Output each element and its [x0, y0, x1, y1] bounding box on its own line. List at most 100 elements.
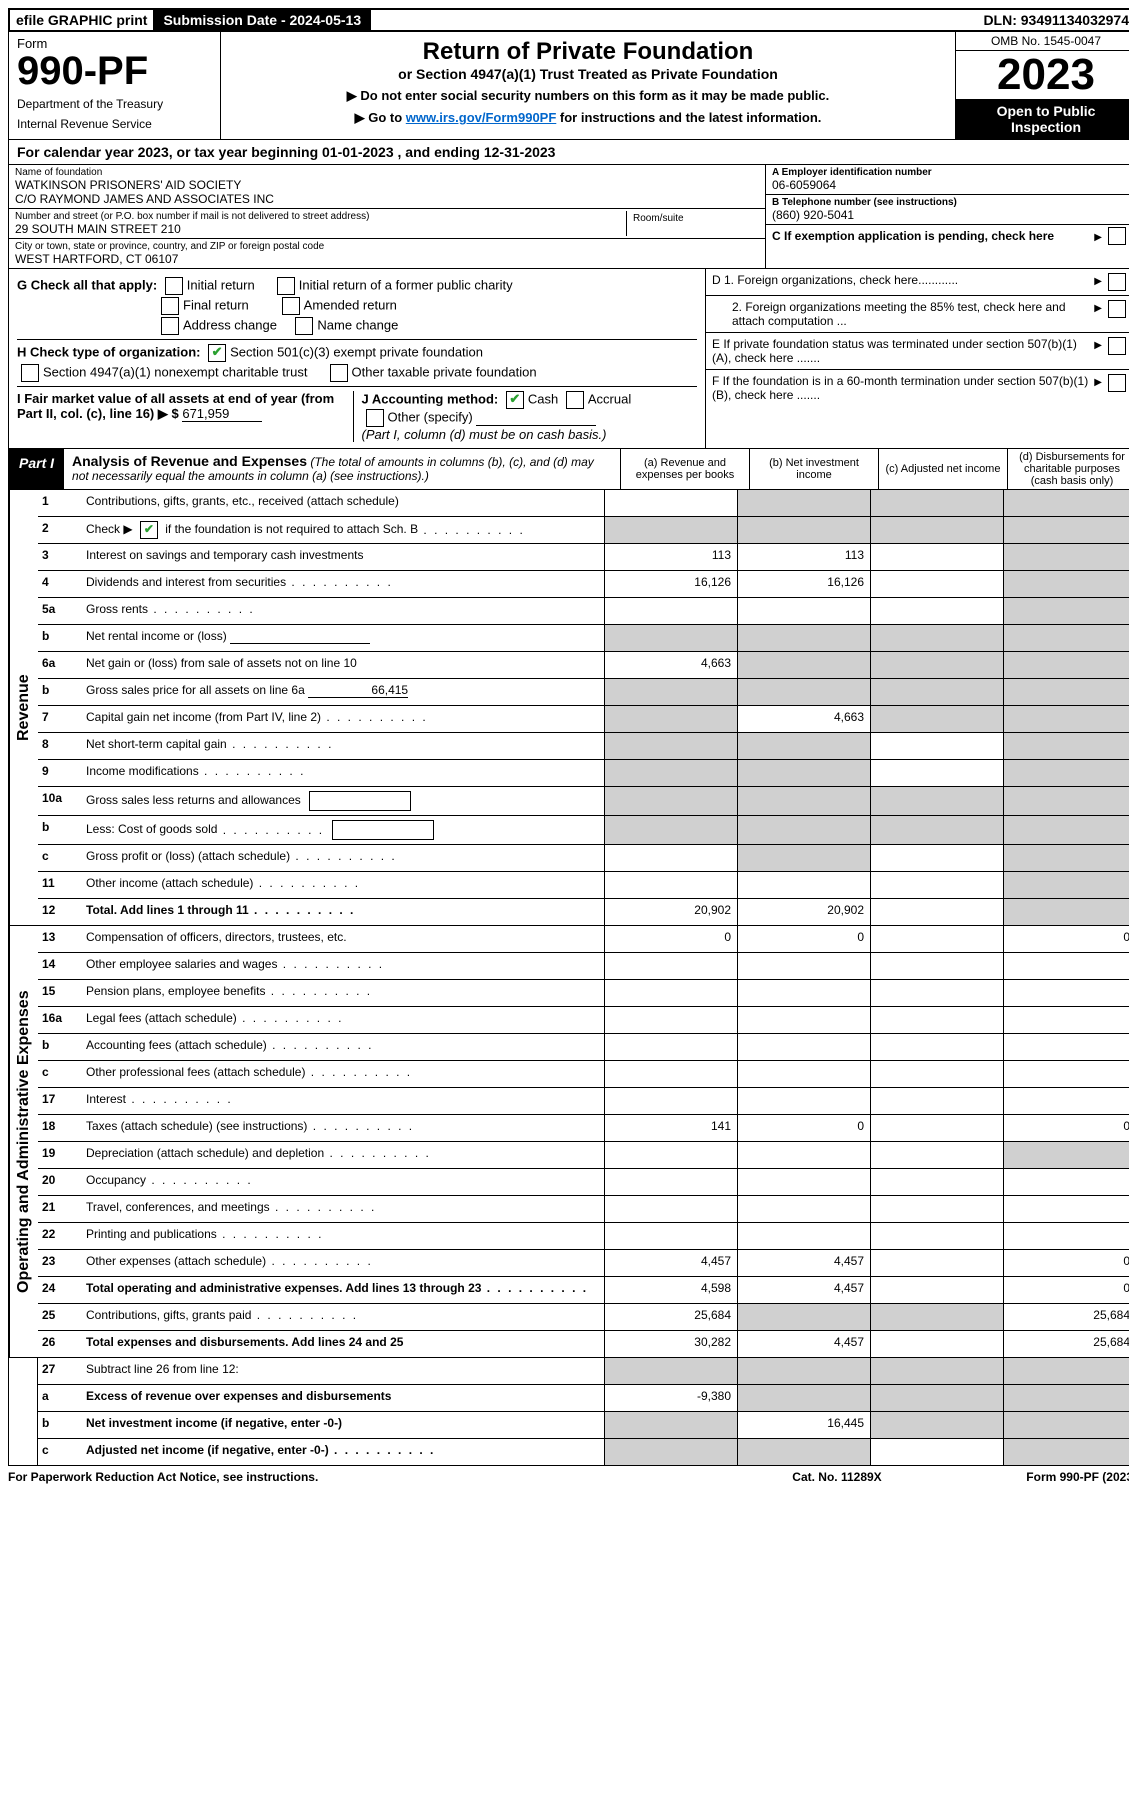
table-row: 12Total. Add lines 1 through 1120,90220,…: [38, 898, 1129, 925]
phone-value: (860) 920-5041: [772, 208, 1129, 222]
blank-side: [9, 1358, 38, 1465]
header-left: Form 990-PF Department of the Treasury I…: [9, 32, 221, 139]
foundation-name-1: WATKINSON PRISONERS' AID SOCIETY: [15, 178, 759, 192]
col-c-header: (c) Adjusted net income: [878, 449, 1007, 489]
fmv-value: 671,959: [182, 406, 262, 422]
final-return-checkbox[interactable]: [161, 297, 179, 315]
city-value: WEST HARTFORD, CT 06107: [15, 252, 759, 266]
cash-checkbox[interactable]: [506, 391, 524, 409]
table-row: bGross sales price for all assets on lin…: [38, 678, 1129, 705]
other-taxable-checkbox[interactable]: [330, 364, 348, 382]
g6: Name change: [317, 318, 398, 333]
table-row: 19Depreciation (attach schedule) and dep…: [38, 1141, 1129, 1168]
identity-block: Name of foundation WATKINSON PRISONERS' …: [8, 165, 1129, 269]
room-suite-label: Room/suite: [627, 211, 759, 236]
d2-checkbox[interactable]: [1108, 300, 1126, 318]
table-row: 24Total operating and administrative exp…: [38, 1276, 1129, 1303]
amended-return-checkbox[interactable]: [282, 297, 300, 315]
initial-former-checkbox[interactable]: [277, 277, 295, 295]
open-inspection: Open to Public Inspection: [956, 99, 1129, 139]
h1: Section 501(c)(3) exempt private foundat…: [230, 345, 483, 360]
d1-checkbox[interactable]: [1108, 273, 1126, 291]
col-d-header: (d) Disbursements for charitable purpose…: [1007, 449, 1129, 489]
g1: Initial return: [187, 278, 255, 293]
top-bar: efile GRAPHIC print Submission Date - 20…: [8, 8, 1129, 32]
j-label: J Accounting method:: [362, 392, 499, 407]
table-row: bNet rental income or (loss): [38, 624, 1129, 651]
table-row: 25Contributions, gifts, grants paid25,68…: [38, 1303, 1129, 1330]
col-b-header: (b) Net investment income: [749, 449, 878, 489]
table-row: 6aNet gain or (loss) from sale of assets…: [38, 651, 1129, 678]
e-label: E If private foundation status was termi…: [712, 337, 1092, 365]
table-row: 9Income modifications: [38, 759, 1129, 786]
other-method-checkbox[interactable]: [366, 409, 384, 427]
g3: Final return: [183, 298, 249, 313]
pending-checkbox[interactable]: [1108, 227, 1126, 245]
f-label: F If the foundation is in a 60-month ter…: [712, 374, 1092, 402]
accrual-checkbox[interactable]: [566, 391, 584, 409]
part1-header: Part I Analysis of Revenue and Expenses …: [8, 449, 1129, 490]
g2: Initial return of a former public charit…: [299, 278, 513, 293]
f-checkbox[interactable]: [1108, 374, 1126, 392]
pending-label: C If exemption application is pending, c…: [772, 229, 1092, 243]
city-label: City or town, state or province, country…: [15, 241, 759, 252]
e-checkbox[interactable]: [1108, 337, 1126, 355]
street-value: 29 SOUTH MAIN STREET 210: [15, 222, 626, 236]
table-row: 20Occupancy: [38, 1168, 1129, 1195]
page-footer: For Paperwork Reduction Act Notice, see …: [8, 1470, 1129, 1484]
line27-section: 27Subtract line 26 from line 12: aExcess…: [8, 1358, 1129, 1466]
schb-checkbox[interactable]: [140, 521, 158, 539]
revenue-section: Revenue 1Contributions, gifts, grants, e…: [8, 490, 1129, 926]
street-label: Number and street (or P.O. box number if…: [15, 211, 626, 222]
table-row: 15Pension plans, employee benefits: [38, 979, 1129, 1006]
table-row: 2Check ▶ if the foundation is not requir…: [38, 516, 1129, 543]
phone-label: B Telephone number (see instructions): [772, 197, 1129, 208]
table-row: 23Other expenses (attach schedule)4,4574…: [38, 1249, 1129, 1276]
table-row: bNet investment income (if negative, ent…: [38, 1411, 1129, 1438]
table-row: cOther professional fees (attach schedul…: [38, 1060, 1129, 1087]
table-row: 5aGross rents: [38, 597, 1129, 624]
irs-label: Internal Revenue Service: [17, 117, 212, 131]
j1: Cash: [528, 392, 558, 407]
form-header: Form 990-PF Department of the Treasury I…: [8, 32, 1129, 140]
dept-label: Department of the Treasury: [17, 97, 212, 111]
h-label: H Check type of organization:: [17, 345, 200, 360]
header-right: OMB No. 1545-0047 2023 Open to Public In…: [955, 32, 1129, 139]
submission-date: Submission Date - 2024-05-13: [153, 10, 371, 30]
footer-formref: Form 990-PF (2023): [937, 1470, 1129, 1484]
note-ssn: ▶ Do not enter social security numbers o…: [231, 88, 945, 104]
revenue-side-label: Revenue: [9, 490, 38, 925]
table-row: 26Total expenses and disbursements. Add …: [38, 1330, 1129, 1357]
header-center: Return of Private Foundation or Section …: [221, 32, 955, 139]
table-row: 4Dividends and interest from securities1…: [38, 570, 1129, 597]
table-row: 16aLegal fees (attach schedule): [38, 1006, 1129, 1033]
form-title: Return of Private Foundation: [231, 38, 945, 66]
501c3-checkbox[interactable]: [208, 344, 226, 362]
h2: Section 4947(a)(1) nonexempt charitable …: [43, 365, 307, 380]
name-label: Name of foundation: [15, 167, 759, 178]
table-row: 7Capital gain net income (from Part IV, …: [38, 705, 1129, 732]
irs-link[interactable]: www.irs.gov/Form990PF: [406, 110, 557, 125]
expenses-section: Operating and Administrative Expenses 13…: [8, 926, 1129, 1358]
initial-return-checkbox[interactable]: [165, 277, 183, 295]
note2-pre: ▶ Go to: [355, 110, 406, 125]
table-row: aExcess of revenue over expenses and dis…: [38, 1384, 1129, 1411]
g-label: G Check all that apply:: [17, 278, 157, 293]
inset-box: [309, 791, 411, 811]
h3: Other taxable private foundation: [352, 365, 537, 380]
4947-checkbox[interactable]: [21, 364, 39, 382]
g5: Address change: [183, 318, 277, 333]
ein-value: 06-6059064: [772, 178, 1129, 192]
j-note: (Part I, column (d) must be on cash basi…: [362, 427, 607, 442]
inset-box: [332, 820, 434, 840]
d2-label: 2. Foreign organizations meeting the 85%…: [712, 300, 1092, 328]
table-row: bAccounting fees (attach schedule): [38, 1033, 1129, 1060]
expenses-side-label: Operating and Administrative Expenses: [9, 926, 38, 1357]
table-row: 10aGross sales less returns and allowanc…: [38, 786, 1129, 815]
part1-label: Part I: [9, 449, 64, 489]
table-row: 18Taxes (attach schedule) (see instructi…: [38, 1114, 1129, 1141]
g4: Amended return: [304, 298, 397, 313]
name-change-checkbox[interactable]: [295, 317, 313, 335]
address-change-checkbox[interactable]: [161, 317, 179, 335]
dln-label: DLN: 93491134032974: [977, 10, 1129, 30]
